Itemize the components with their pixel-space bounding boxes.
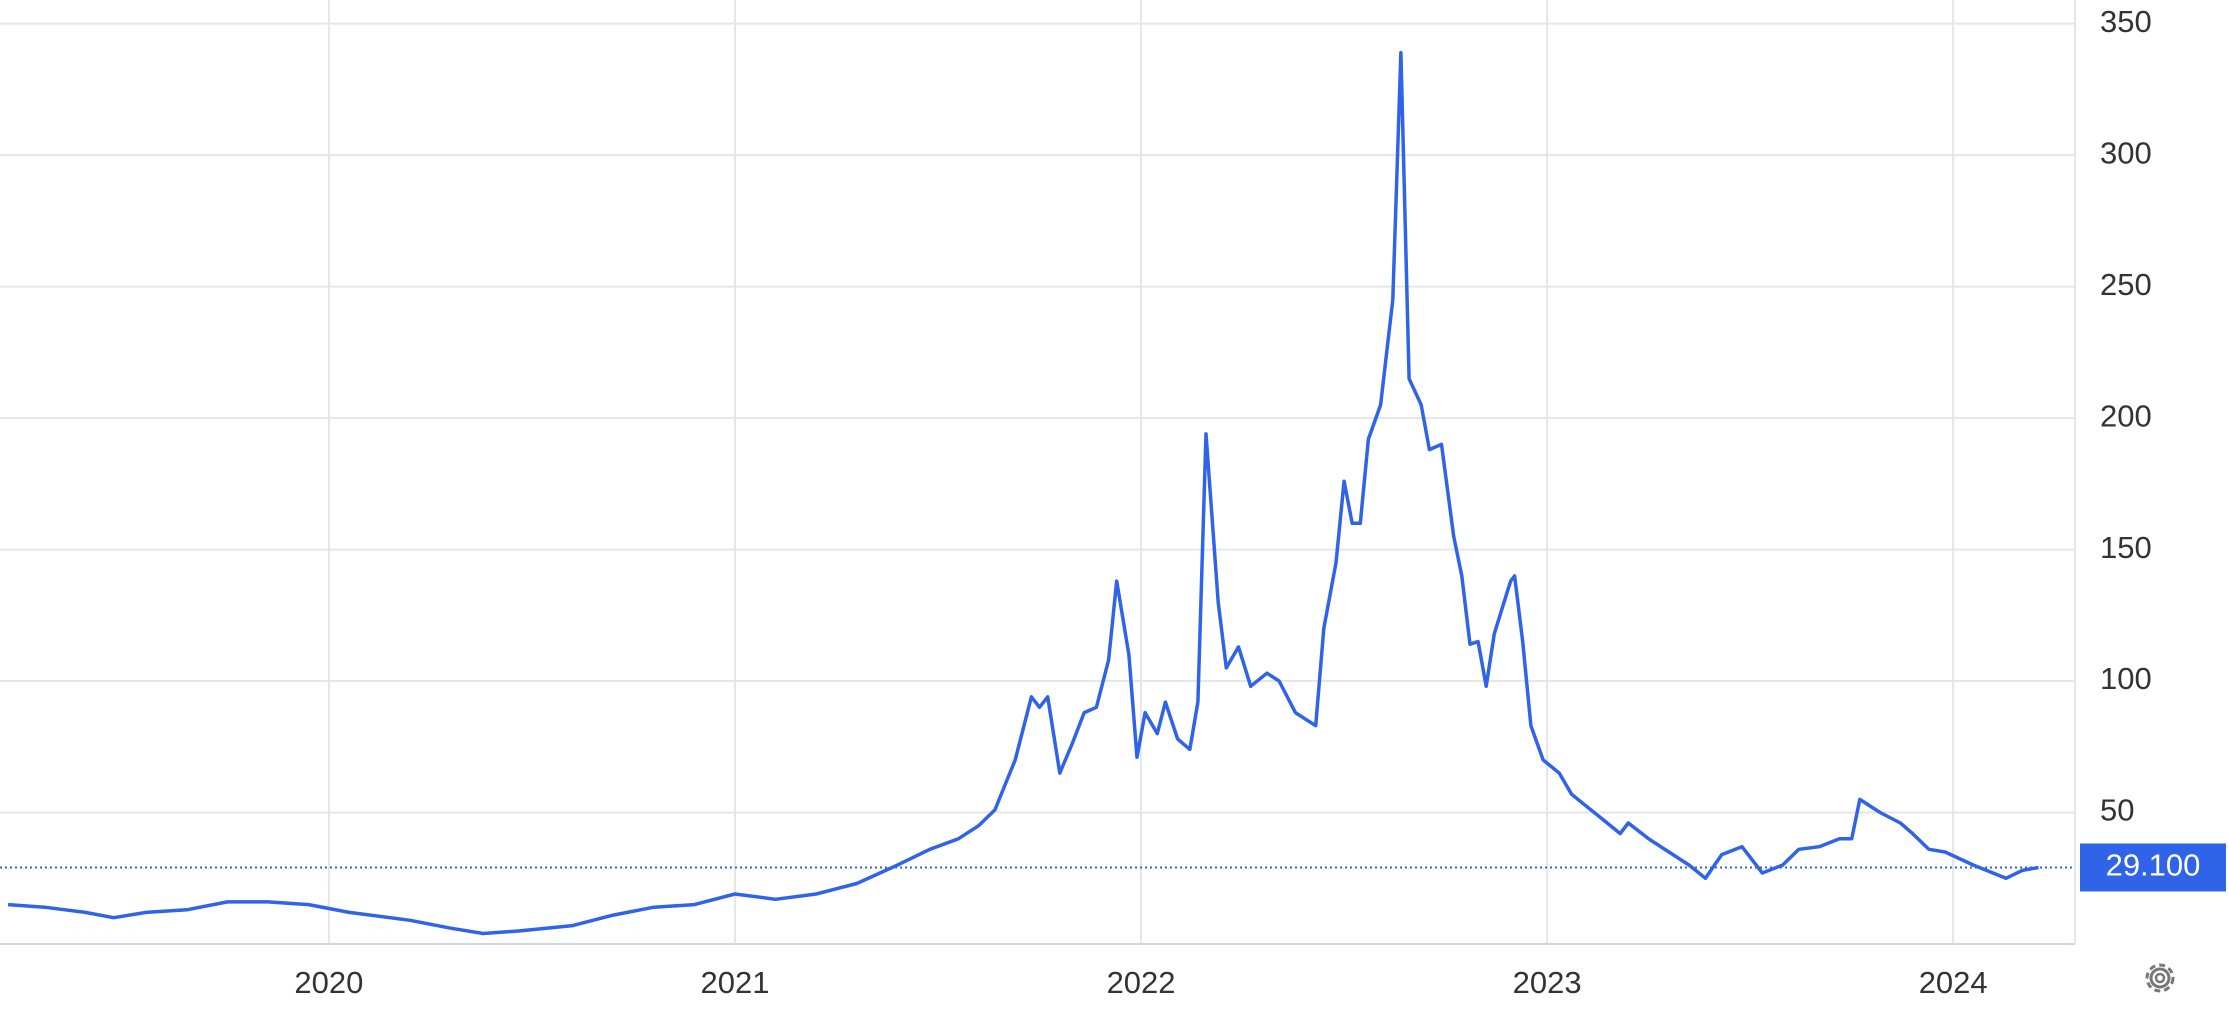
current-value-label: 29.100 bbox=[2106, 848, 2201, 883]
y-tick-label: 150 bbox=[2100, 530, 2152, 565]
settings-icon[interactable] bbox=[2145, 963, 2175, 993]
current-value-box bbox=[2080, 843, 2226, 892]
gear-hub bbox=[2154, 972, 2166, 984]
grid bbox=[0, 0, 2075, 944]
y-tick-label: 250 bbox=[2100, 267, 2152, 302]
y-tick-label: 100 bbox=[2100, 661, 2152, 696]
y-tick-label: 50 bbox=[2100, 793, 2134, 828]
x-tick-label: 2023 bbox=[1513, 965, 1582, 1000]
data-line bbox=[7, 50, 2039, 936]
gear-teeth bbox=[2145, 963, 2175, 993]
gear-ring bbox=[2149, 967, 2171, 989]
y-tick-label: 200 bbox=[2100, 398, 2152, 433]
y-tick-label: 350 bbox=[2100, 4, 2152, 39]
y-tick-label: 300 bbox=[2100, 135, 2152, 170]
x-tick-label: 2024 bbox=[1919, 965, 1988, 1000]
x-tick-label: 2022 bbox=[1107, 965, 1176, 1000]
x-tick-label: 2021 bbox=[700, 965, 769, 1000]
x-tick-label: 2020 bbox=[294, 965, 363, 1000]
